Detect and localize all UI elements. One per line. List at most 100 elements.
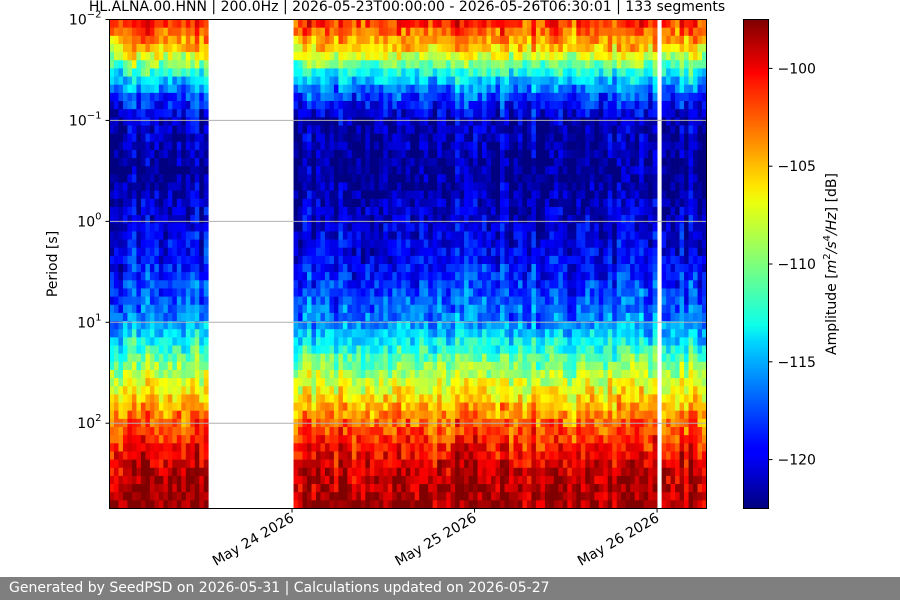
heatmap-cell xyxy=(464,475,469,485)
heatmap-cell xyxy=(495,68,501,77)
heatmap-cell xyxy=(136,435,142,444)
heatmap-cell xyxy=(500,117,505,126)
heatmap-cell xyxy=(185,125,191,134)
heatmap-cell xyxy=(477,280,483,289)
heatmap-cell xyxy=(423,52,429,61)
heatmap-cell xyxy=(181,280,187,289)
heatmap-cell xyxy=(383,435,389,444)
heatmap-cell xyxy=(131,198,137,208)
heatmap-cell xyxy=(414,264,420,273)
heatmap-cell xyxy=(509,402,514,412)
heatmap-cell xyxy=(369,125,375,134)
heatmap-cell xyxy=(477,76,483,86)
heatmap-cell xyxy=(329,378,335,387)
heatmap-cell xyxy=(500,345,505,354)
heatmap-cell xyxy=(194,255,200,265)
heatmap-cell xyxy=(185,109,191,118)
heatmap-cell xyxy=(473,101,478,110)
heatmap-cell xyxy=(450,427,456,436)
heatmap-cell xyxy=(307,467,312,477)
heatmap-cell xyxy=(360,475,366,485)
heatmap-cell xyxy=(194,182,200,191)
heatmap-cell xyxy=(540,427,546,436)
heatmap-cell xyxy=(113,369,119,379)
heatmap-cell xyxy=(329,239,335,249)
heatmap-cell xyxy=(383,182,389,191)
heatmap-cell xyxy=(482,312,487,322)
heatmap-cell xyxy=(540,264,546,273)
heatmap-cell xyxy=(509,27,514,37)
heatmap-cell xyxy=(437,394,443,403)
heatmap-cell xyxy=(149,198,155,208)
heatmap-cell xyxy=(428,329,434,338)
heatmap-cell xyxy=(396,19,402,28)
heatmap-cell xyxy=(387,304,393,314)
heatmap-cell xyxy=(558,410,564,420)
heatmap-cell xyxy=(145,92,151,102)
heatmap-cell xyxy=(315,101,321,110)
heatmap-cell xyxy=(199,68,205,77)
heatmap-cell xyxy=(553,215,559,224)
heatmap-cell xyxy=(320,475,326,485)
heatmap-cell xyxy=(517,117,523,126)
heatmap-cell xyxy=(338,443,344,452)
heatmap-cell xyxy=(154,84,160,94)
heatmap-cell xyxy=(154,369,160,379)
heatmap-cell xyxy=(535,492,541,501)
heatmap-cell xyxy=(495,353,501,363)
heatmap-cell xyxy=(387,141,393,151)
heatmap-cell xyxy=(351,27,357,37)
heatmap-cell xyxy=(495,500,501,509)
heatmap-cell xyxy=(320,369,326,379)
heatmap-cell xyxy=(351,19,357,28)
heatmap-cell xyxy=(509,410,514,420)
heatmap-cell xyxy=(342,223,348,232)
heatmap-cell xyxy=(392,223,398,232)
heatmap-cell xyxy=(347,484,353,493)
heatmap-cell xyxy=(423,158,429,167)
heatmap-cell xyxy=(374,198,380,208)
heatmap-cell xyxy=(298,166,303,175)
heatmap-cell xyxy=(307,60,312,69)
heatmap-cell xyxy=(378,255,384,265)
heatmap-cell xyxy=(441,101,447,110)
heatmap-cell xyxy=(315,321,321,330)
heatmap-cell xyxy=(293,451,299,460)
heatmap-cell xyxy=(441,52,447,61)
heatmap-cell xyxy=(181,141,187,151)
heatmap-cell xyxy=(441,125,447,134)
heatmap-cell xyxy=(437,264,443,273)
heatmap-cell xyxy=(446,484,451,493)
heatmap-cell xyxy=(450,182,456,191)
heatmap-cell xyxy=(140,101,146,110)
heatmap-cell xyxy=(491,427,496,436)
heatmap-cell xyxy=(369,206,375,216)
heatmap-cell xyxy=(378,264,384,273)
heatmap-cell xyxy=(315,206,321,216)
heatmap-cell xyxy=(127,92,133,102)
heatmap-cell xyxy=(517,125,523,134)
heatmap-cell xyxy=(419,158,425,167)
heatmap-cell xyxy=(338,304,344,314)
heatmap-cell xyxy=(154,296,160,306)
heatmap-cell xyxy=(329,149,335,159)
heatmap-cell xyxy=(172,304,178,314)
heatmap-cell xyxy=(468,378,474,387)
heatmap-cell xyxy=(167,264,173,273)
heatmap-cell xyxy=(374,386,380,395)
heatmap-cell xyxy=(199,280,205,289)
heatmap-cell xyxy=(185,76,191,86)
heatmap-cell xyxy=(535,247,541,257)
heatmap-cell xyxy=(154,264,160,273)
heatmap-cell xyxy=(441,410,447,420)
heatmap-cell xyxy=(455,410,460,420)
heatmap-cell xyxy=(369,484,375,493)
heatmap-cell xyxy=(324,361,330,371)
heatmap-cell xyxy=(432,321,438,330)
heatmap-cell xyxy=(185,141,191,151)
heatmap-cell xyxy=(383,101,389,110)
heatmap-cell xyxy=(526,68,532,77)
heatmap-cell xyxy=(145,394,151,403)
heatmap-cell xyxy=(190,158,196,167)
heatmap-cell xyxy=(553,394,559,403)
